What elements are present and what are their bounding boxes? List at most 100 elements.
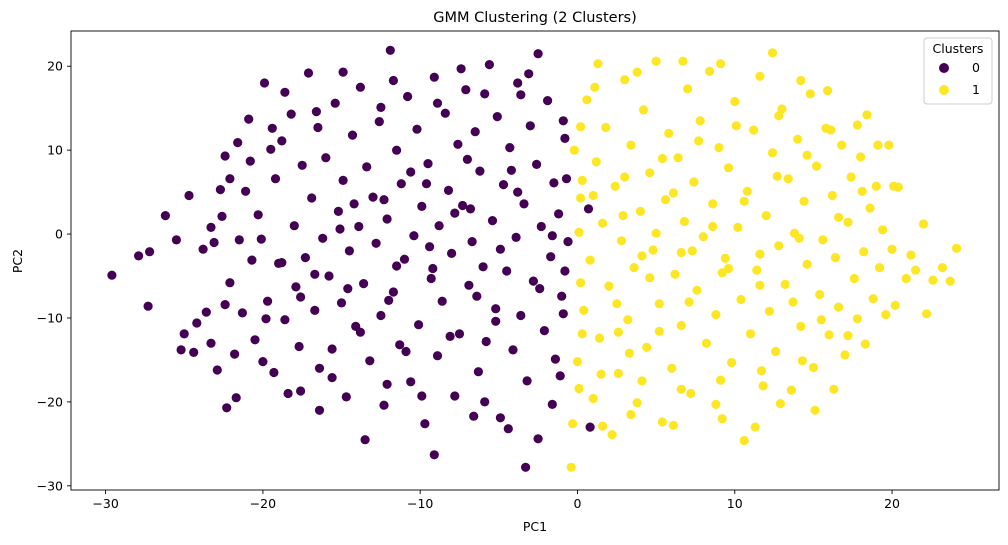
data-point-cluster-1: [775, 399, 786, 409]
data-point-cluster-0: [338, 67, 348, 77]
data-point-cluster-0: [385, 45, 395, 55]
data-point-cluster-1: [834, 212, 844, 222]
data-point-cluster-1: [815, 289, 825, 300]
y-axis-label: PC2: [10, 249, 25, 273]
data-point-cluster-1: [668, 420, 679, 430]
data-point-cluster-1: [654, 326, 664, 336]
data-point-cluster-1: [859, 247, 869, 257]
data-point-cluster-1: [620, 172, 630, 182]
data-point-cluster-0: [310, 305, 320, 315]
data-point-cluster-1: [772, 171, 782, 181]
data-point-cluster-0: [498, 180, 509, 190]
data-point-cluster-1: [951, 243, 962, 253]
data-point-cluster-0: [217, 211, 227, 221]
data-point-cluster-0: [524, 69, 534, 79]
y-tick-label: 20: [47, 59, 63, 74]
data-point-cluster-1: [761, 211, 771, 221]
data-point-cluster-0: [470, 127, 480, 137]
data-point-cluster-0: [222, 403, 232, 413]
data-point-cluster-0: [522, 376, 532, 386]
data-point-cluster-0: [318, 233, 328, 243]
data-point-cluster-1: [856, 152, 866, 162]
data-point-cluster-0: [176, 345, 186, 355]
data-point-cluster-1: [810, 405, 820, 415]
data-point-cluster-0: [382, 214, 392, 224]
data-point-cluster-1: [799, 196, 809, 206]
data-point-cluster-1: [742, 186, 752, 196]
data-point-cluster-0: [266, 144, 276, 154]
data-point-cluster-1: [752, 265, 762, 275]
data-point-cluster-1: [928, 275, 938, 285]
legend-label-1: 1: [972, 82, 980, 97]
data-point-cluster-1: [837, 140, 847, 150]
data-point-cluster-1: [793, 134, 803, 144]
data-point-cluster-0: [535, 284, 545, 294]
data-point-cluster-1: [594, 333, 605, 343]
data-point-cluster-0: [280, 315, 290, 325]
data-point-cluster-0: [220, 151, 230, 161]
data-point-cluster-0: [267, 123, 277, 133]
data-point-cluster-1: [668, 188, 679, 198]
data-point-cluster-0: [513, 78, 523, 88]
data-point-cluster-0: [297, 160, 307, 170]
data-point-cluster-0: [462, 154, 472, 164]
data-point-cluster-1: [588, 190, 598, 201]
data-point-cluster-1: [576, 122, 586, 132]
data-point-cluster-0: [365, 356, 375, 366]
data-point-cluster-1: [857, 186, 867, 196]
data-point-cluster-1: [918, 219, 929, 229]
data-point-cluster-1: [830, 253, 841, 263]
data-point-cluster-1: [579, 305, 589, 315]
data-point-cluster-1: [624, 348, 635, 358]
y-tick-label: −30: [37, 478, 63, 493]
data-point-cluster-1: [686, 388, 696, 399]
data-point-cluster-0: [392, 145, 402, 155]
data-point-cluster-0: [201, 307, 211, 317]
data-point-cluster-1: [783, 174, 793, 184]
data-point-cluster-1: [780, 279, 790, 289]
data-point-cluster-0: [107, 270, 117, 280]
data-point-cluster-0: [349, 199, 359, 209]
data-point-cluster-0: [324, 271, 334, 281]
data-point-cluster-0: [516, 310, 526, 321]
data-point-cluster-1: [788, 297, 798, 307]
legend-label-0: 0: [972, 60, 980, 75]
data-point-cluster-1: [648, 245, 658, 255]
data-point-cluster-1: [774, 241, 784, 251]
data-point-cluster-1: [755, 71, 765, 81]
data-point-cluster-1: [638, 105, 649, 115]
y-tick-label: 0: [55, 227, 63, 242]
data-point-cluster-0: [392, 261, 402, 271]
data-point-cluster-1: [884, 140, 894, 150]
data-point-cluster-0: [376, 310, 386, 321]
data-point-cluster-1: [846, 172, 856, 182]
data-point-cluster-1: [730, 96, 740, 107]
x-tick-label: −20: [250, 496, 276, 511]
data-point-cluster-1: [705, 66, 715, 76]
data-point-cluster-0: [585, 422, 595, 432]
data-point-cluster-0: [554, 209, 564, 219]
data-point-cluster-1: [764, 306, 775, 316]
data-point-cluster-1: [796, 75, 806, 86]
data-point-cluster-0: [563, 237, 573, 247]
data-point-cluster-1: [727, 357, 737, 368]
data-point-cluster-1: [717, 414, 727, 424]
x-tick-label: 10: [727, 496, 743, 511]
data-point-cluster-1: [794, 233, 804, 243]
data-point-cluster-0: [458, 200, 468, 211]
data-point-cluster-1: [834, 302, 844, 312]
data-point-cluster-0: [233, 138, 243, 148]
data-point-cluster-0: [134, 251, 144, 261]
data-point-cluster-0: [480, 397, 490, 407]
data-point-cluster-1: [739, 435, 749, 446]
data-point-cluster-1: [695, 116, 705, 126]
data-point-cluster-0: [428, 263, 438, 274]
data-point-cluster-0: [432, 98, 443, 108]
data-point-cluster-0: [321, 153, 331, 163]
data-point-cluster-0: [472, 291, 482, 301]
data-point-cluster-0: [445, 331, 455, 341]
data-point-cluster-1: [937, 263, 948, 273]
data-point-cluster-0: [425, 242, 435, 252]
x-axis: −30 −20 −10 0 10 20: [92, 490, 900, 511]
data-point-cluster-1: [852, 120, 863, 130]
